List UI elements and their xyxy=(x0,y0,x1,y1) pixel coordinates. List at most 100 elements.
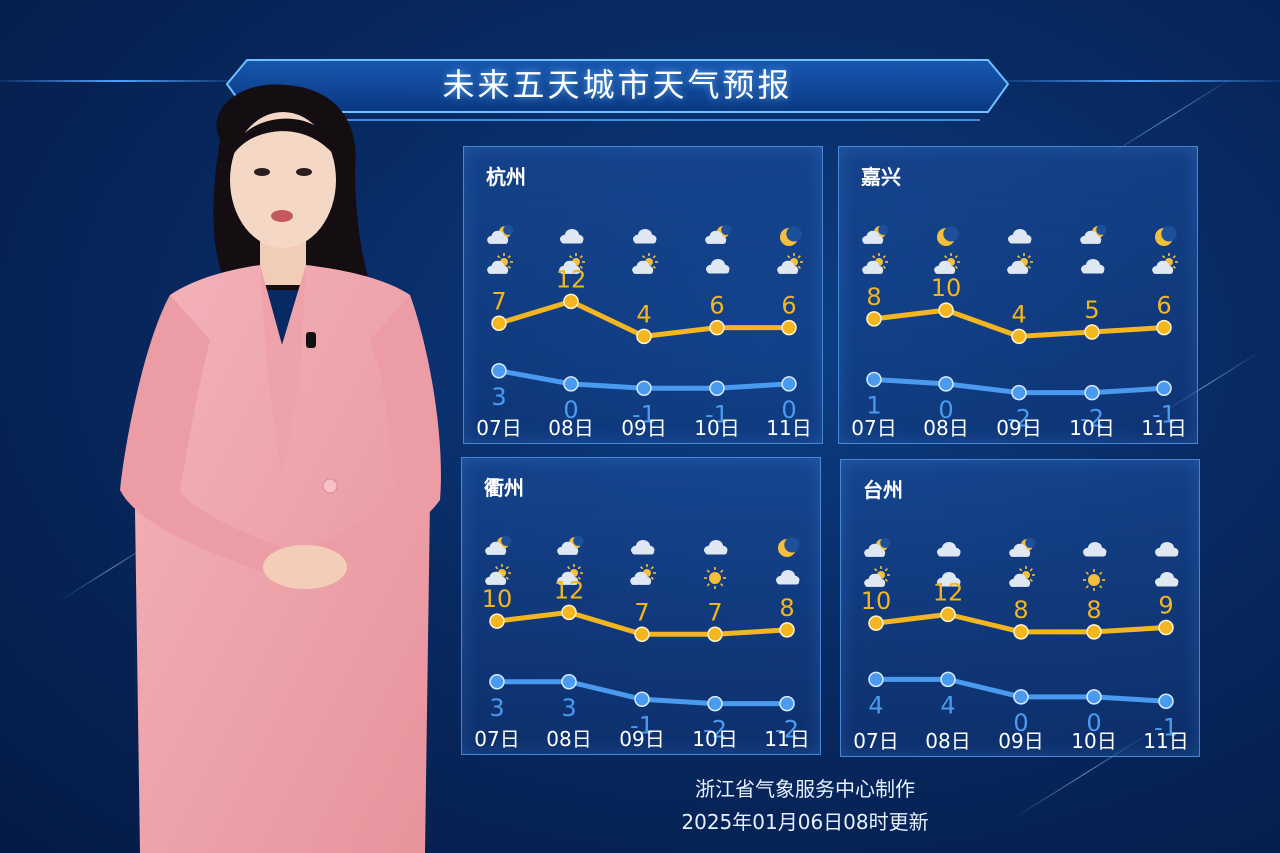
city-name: 杭州 xyxy=(486,165,526,189)
low-temp-label: -1 xyxy=(1154,713,1178,741)
high-temp-point xyxy=(1084,324,1100,340)
partly-cloudy-night-icon xyxy=(862,224,889,244)
city-panel-hangzhou: 杭州 7 12 4 6 6 3 0 -1 -1 0 07日 08日 09日 10日 11日 xyxy=(463,146,823,444)
date-label: 07日 xyxy=(474,727,519,751)
high-temp-label: 8 xyxy=(1086,596,1101,624)
low-temp-label: -1 xyxy=(630,711,654,739)
date-label: 08日 xyxy=(925,729,970,753)
forecast-chart: 10 12 8 8 9 4 4 0 0 -1 07日 08日 09日 10日 11日 xyxy=(853,537,1189,753)
high-temp-label: 7 xyxy=(634,598,649,626)
partly-cloudy-icon xyxy=(557,564,583,585)
low-temp-label: 3 xyxy=(491,383,506,411)
partly-cloudy-night-icon xyxy=(557,535,584,555)
partly-cloudy-night-icon xyxy=(487,224,514,244)
cloudy-icon xyxy=(631,540,655,555)
high-temp-point xyxy=(779,622,795,638)
high-temp-label: 10 xyxy=(482,585,513,613)
partly-cloudy-icon xyxy=(630,564,656,585)
city-panel-quzhou: 衢州 10 12 7 7 8 3 3 -1 -2 -2 07日 08日 09日 10日 11日 xyxy=(461,457,821,755)
date-label: 09日 xyxy=(619,727,664,751)
partly-cloudy-icon xyxy=(1009,566,1035,587)
high-temp-label: 12 xyxy=(933,578,964,606)
low-temp-point xyxy=(634,691,650,707)
high-temp-label: 6 xyxy=(1156,292,1171,320)
low-temp-point xyxy=(938,376,954,392)
high-temp-label: 4 xyxy=(1011,300,1026,328)
partly-cloudy-icon xyxy=(487,253,513,274)
low-temp-label: -2 xyxy=(1007,405,1031,433)
high-temp-label: 6 xyxy=(781,292,796,320)
low-temp-label: 1 xyxy=(866,392,881,420)
partly-cloudy-night-icon xyxy=(1080,224,1107,244)
high-temp-point xyxy=(709,319,725,336)
page-title: 未来五天城市天气预报 xyxy=(442,66,793,104)
low-temp-point xyxy=(940,671,956,688)
low-temp-point xyxy=(491,363,507,379)
low-temp-point xyxy=(866,371,882,388)
partly-cloudy-icon xyxy=(632,253,658,274)
high-temp-point xyxy=(1158,619,1174,636)
low-temp-point xyxy=(1011,384,1027,401)
partly-cloudy-night-icon xyxy=(864,537,891,557)
low-temp-point xyxy=(1084,384,1100,401)
cloudy-icon xyxy=(1155,542,1179,557)
high-temp-point xyxy=(634,626,650,642)
cloudy-icon xyxy=(1155,572,1179,587)
low-temp-label: 4 xyxy=(868,691,883,719)
low-temp-point xyxy=(709,380,725,396)
city-name: 嘉兴 xyxy=(861,165,901,189)
low-temp-label: 0 xyxy=(563,396,578,424)
high-temp-point xyxy=(1013,624,1029,640)
moon-icon xyxy=(780,226,802,246)
low-temp-point xyxy=(1013,689,1029,705)
cloudy-icon xyxy=(776,570,800,585)
low-temp-label: 0 xyxy=(1013,709,1028,737)
partly-cloudy-icon xyxy=(485,564,511,585)
low-temp-point xyxy=(1086,689,1102,705)
title-deco-line-left xyxy=(0,80,235,82)
date-label: 11日 xyxy=(766,416,811,440)
cloudy-icon xyxy=(633,229,657,244)
cloudy-icon xyxy=(937,572,961,587)
low-temp-label: 3 xyxy=(489,694,504,722)
moon-icon xyxy=(1155,226,1177,246)
high-temp-label: 10 xyxy=(931,274,962,302)
date-label: 09日 xyxy=(621,416,666,440)
high-temp-label: 5 xyxy=(1084,296,1099,324)
partly-cloudy-icon xyxy=(862,253,888,274)
city-name: 衢州 xyxy=(484,476,524,500)
partly-cloudy-night-icon xyxy=(485,535,512,555)
partly-cloudy-icon xyxy=(1007,253,1033,274)
low-temp-label: -2 xyxy=(775,716,799,744)
high-temp-point xyxy=(491,315,507,331)
high-temp-label: 10 xyxy=(861,587,892,615)
date-label: 10日 xyxy=(692,727,737,751)
high-temp-point xyxy=(781,319,797,336)
low-temp-label: 0 xyxy=(938,396,953,424)
high-temp-label: 6 xyxy=(709,292,724,320)
low-temp-point xyxy=(781,376,797,392)
forecast-chart: 7 12 4 6 6 3 0 -1 -1 0 07日 08日 09日 10日 11日 xyxy=(476,224,812,440)
title-frame xyxy=(225,59,1010,121)
low-temp-label: 3 xyxy=(561,694,576,722)
city-panel-jiaxing: 嘉兴 8 10 4 5 6 1 0 -2 -2 -1 07日 08日 09日 10日 11日 xyxy=(838,146,1198,444)
partly-cloudy-icon xyxy=(777,253,803,274)
low-temp-point xyxy=(707,695,723,712)
date-label: 10日 xyxy=(1069,416,1114,440)
date-label: 08日 xyxy=(546,727,591,751)
presenter-figure xyxy=(120,84,441,853)
low-temp-point xyxy=(636,380,652,396)
low-temp-point xyxy=(561,674,577,690)
high-temp-label: 12 xyxy=(556,265,587,293)
high-temp-label: 9 xyxy=(1158,592,1173,620)
low-temp-label: -1 xyxy=(705,400,729,428)
title-banner: 未来五天城市天气预报 xyxy=(225,58,1010,122)
low-temp-point xyxy=(489,674,505,690)
partly-cloudy-night-icon xyxy=(1009,537,1036,557)
partly-cloudy-icon xyxy=(864,566,890,587)
high-temp-label: 8 xyxy=(779,594,794,622)
cloudy-icon xyxy=(560,229,584,244)
date-label: 07日 xyxy=(476,416,521,440)
cloudy-icon xyxy=(937,542,961,557)
